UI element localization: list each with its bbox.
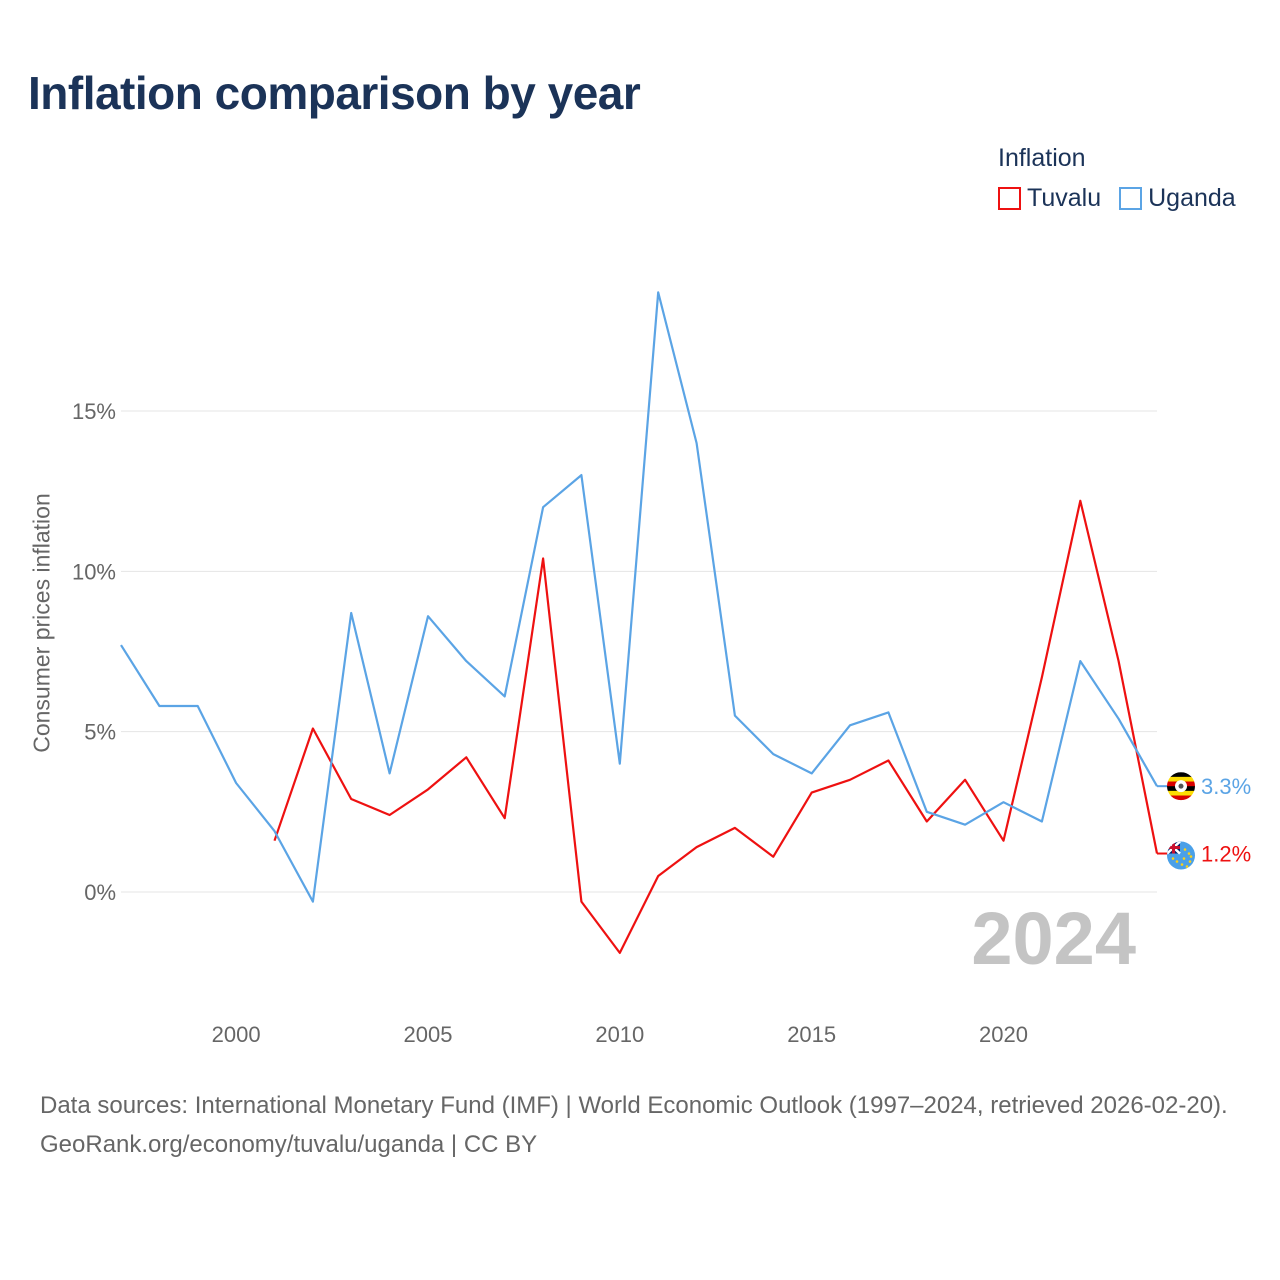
series-line-tuvalu xyxy=(273,499,1159,954)
series-end-markers: 1.2% 3.3% xyxy=(1157,772,1251,870)
end-value-label-uganda: 3.3% xyxy=(1201,774,1251,799)
tuvalu-flag-icon xyxy=(1167,841,1195,870)
end-value-label-tuvalu: 1.2% xyxy=(1201,842,1251,867)
legend-swatch-tuvalu xyxy=(998,187,1021,210)
x-tick-label: 2015 xyxy=(787,1022,836,1047)
legend: Tuvalu Uganda xyxy=(998,184,1236,213)
data-source-note: Data sources: International Monetary Fun… xyxy=(40,1092,1228,1119)
y-tick-label: 5% xyxy=(84,720,116,745)
legend-swatch-uganda xyxy=(1119,187,1143,210)
y-tick-label: 0% xyxy=(84,880,116,905)
x-tick-label: 2005 xyxy=(403,1022,452,1047)
x-tick-label: 2000 xyxy=(212,1022,261,1047)
legend-item-uganda[interactable]: Uganda xyxy=(1119,184,1236,213)
footer: Data sources: International Monetary Fun… xyxy=(40,1086,1250,1164)
legend-label-tuvalu: Tuvalu xyxy=(1027,184,1102,212)
legend-item-tuvalu[interactable]: Tuvalu xyxy=(998,184,1101,213)
series-line-uganda xyxy=(120,291,1158,903)
x-axis-ticks: 2000 2005 2010 2015 2020 xyxy=(212,1022,1028,1047)
y-tick-label: 15% xyxy=(72,399,116,424)
y-tick-label: 10% xyxy=(72,559,116,584)
legend-title: Inflation xyxy=(998,144,1086,172)
x-tick-label: 2020 xyxy=(979,1022,1028,1047)
credit-link[interactable]: GeoRank.org/economy/tuvalu/uganda | CC B… xyxy=(40,1131,538,1158)
uganda-flag-icon xyxy=(1167,772,1195,801)
line-chart: 0% 5% 10% 15% 2000 2005 2010 2015 2020 2024 1.2… xyxy=(72,291,1251,1047)
y-axis-ticks: 0% 5% 10% 15% xyxy=(72,399,116,905)
x-tick-label: 2010 xyxy=(595,1022,644,1047)
series-lines xyxy=(120,291,1159,954)
chart-title: Inflation comparison by year xyxy=(28,67,641,119)
grid-lines xyxy=(121,410,1157,893)
legend-label-uganda: Uganda xyxy=(1148,184,1236,212)
year-watermark: 2024 xyxy=(971,897,1136,980)
